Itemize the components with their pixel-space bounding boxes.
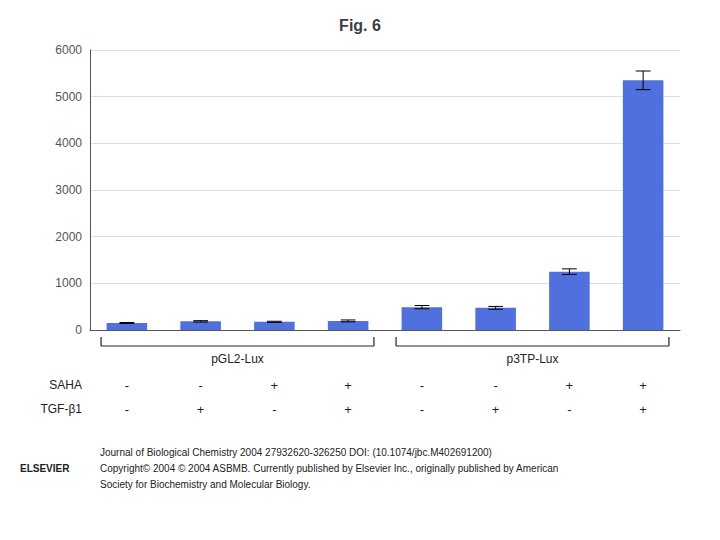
- svg-text:TGF-β1: TGF-β1: [40, 402, 82, 416]
- svg-text:pGL2-Lux: pGL2-Lux: [211, 352, 264, 366]
- svg-text:-: -: [198, 378, 202, 393]
- svg-text:Copyright© 2004 © 2004 ASBMB.: Copyright© 2004 © 2004 ASBMB. Currently …: [100, 463, 558, 474]
- svg-text:-: -: [125, 402, 129, 417]
- svg-text:SAHA: SAHA: [49, 378, 82, 392]
- svg-text:+: +: [344, 402, 352, 417]
- svg-text:3000: 3000: [55, 183, 82, 197]
- svg-text:+: +: [271, 378, 279, 393]
- svg-text:-: -: [125, 378, 129, 393]
- svg-text:+: +: [344, 378, 352, 393]
- svg-text:+: +: [492, 402, 500, 417]
- svg-text:-: -: [420, 378, 424, 393]
- svg-text:+: +: [197, 402, 205, 417]
- svg-text:0: 0: [75, 323, 82, 337]
- svg-text:+: +: [639, 402, 647, 417]
- svg-text:6000: 6000: [55, 43, 82, 57]
- svg-text:-: -: [567, 402, 571, 417]
- svg-text:p3TP-Lux: p3TP-Lux: [506, 352, 558, 366]
- svg-text:Fig. 6: Fig. 6: [339, 17, 381, 34]
- svg-text:1000: 1000: [55, 276, 82, 290]
- svg-text:5000: 5000: [55, 90, 82, 104]
- svg-text:ELSEVIER: ELSEVIER: [20, 463, 70, 474]
- svg-text:+: +: [639, 378, 647, 393]
- svg-text:-: -: [272, 402, 276, 417]
- svg-text:2000: 2000: [55, 230, 82, 244]
- svg-text:-: -: [493, 378, 497, 393]
- svg-text:4000: 4000: [55, 136, 82, 150]
- svg-text:+: +: [566, 378, 574, 393]
- svg-text:-: -: [420, 402, 424, 417]
- svg-text:Journal of Biological Chemistr: Journal of Biological Chemistry 2004 279…: [100, 447, 492, 458]
- svg-text:Society for Biochemistry and M: Society for Biochemistry and Molecular B…: [100, 479, 310, 490]
